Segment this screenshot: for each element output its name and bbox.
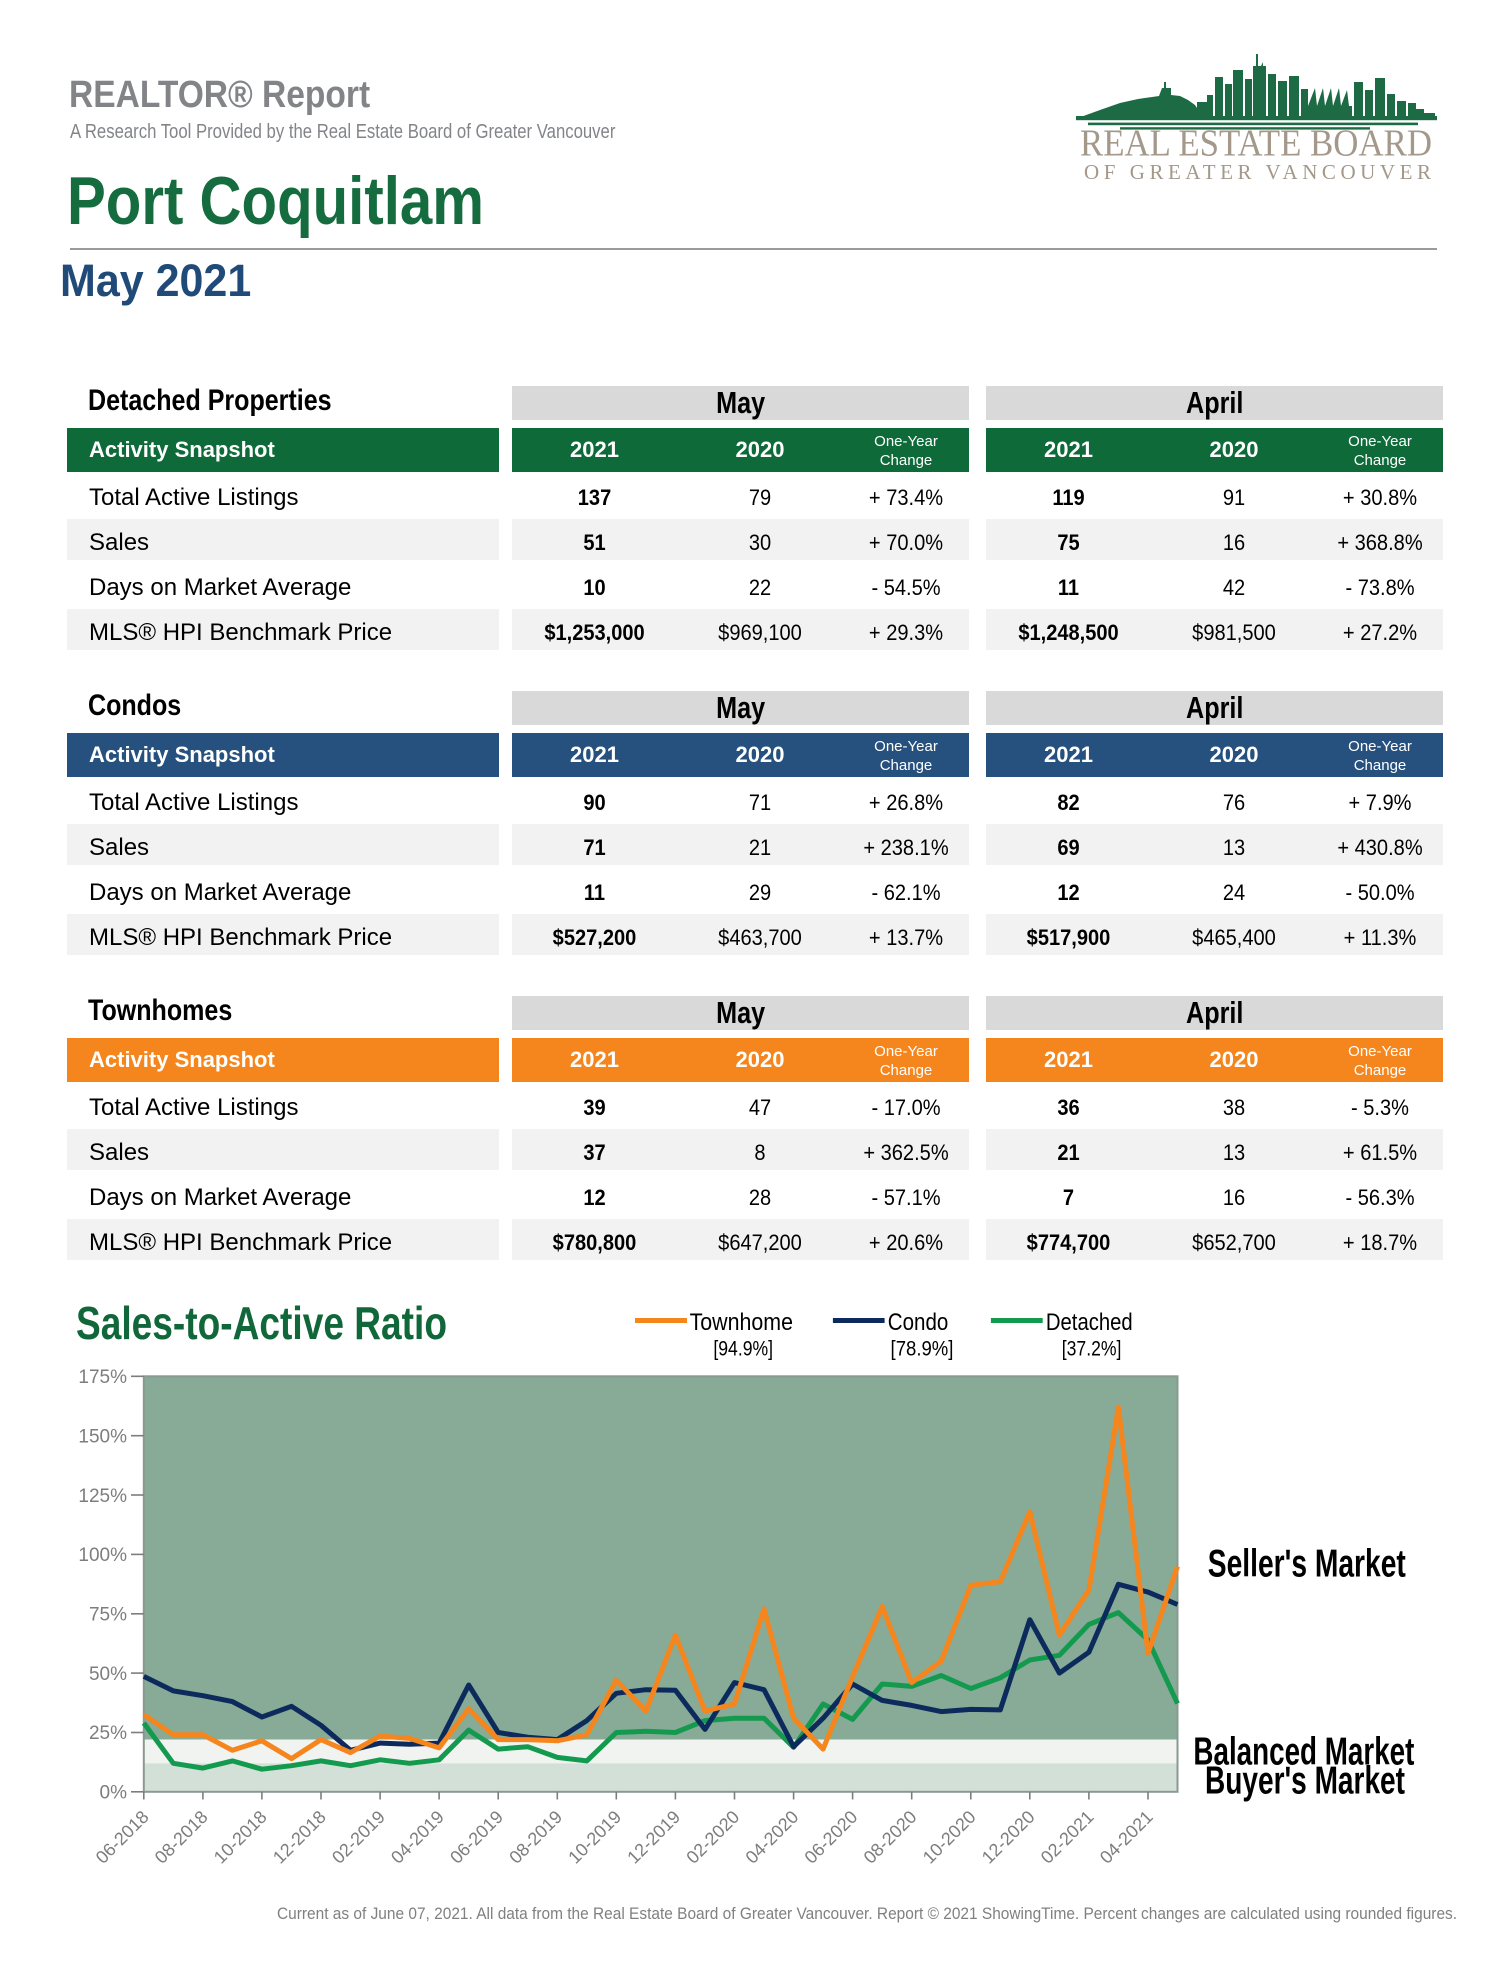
svg-text:02-2019: 02-2019	[328, 1807, 389, 1868]
svg-text:10-2019: 10-2019	[564, 1807, 625, 1868]
svg-text:08-2019: 08-2019	[505, 1807, 566, 1868]
svg-text:04-2021: 04-2021	[1096, 1807, 1157, 1868]
svg-text:OF GREATER VANCOUVER: OF GREATER VANCOUVER	[1084, 160, 1431, 184]
svg-text:Seller's Market: Seller's Market	[1208, 1543, 1406, 1586]
svg-text:08-2018: 08-2018	[151, 1807, 212, 1868]
svg-text:Detached: Detached	[1046, 1309, 1133, 1336]
svg-text:150%: 150%	[78, 1426, 127, 1447]
svg-text:12-2018: 12-2018	[269, 1807, 330, 1868]
svg-text:06-2020: 06-2020	[801, 1807, 862, 1868]
svg-text:06-2018: 06-2018	[92, 1807, 153, 1868]
svg-text:[37.2%]: [37.2%]	[1062, 1338, 1122, 1361]
svg-text:75%: 75%	[89, 1605, 127, 1626]
svg-text:Condo: Condo	[888, 1309, 949, 1336]
svg-text:Balanced Market: Balanced Market	[1193, 1731, 1414, 1774]
svg-text:Buyer's Market: Buyer's Market	[1205, 1760, 1405, 1803]
svg-text:12-2020: 12-2020	[978, 1807, 1039, 1868]
svg-text:10-2020: 10-2020	[919, 1807, 980, 1868]
svg-text:25%: 25%	[89, 1723, 127, 1744]
svg-text:175%: 175%	[78, 1367, 127, 1388]
svg-text:08-2020: 08-2020	[860, 1807, 921, 1868]
svg-text:[78.9%]: [78.9%]	[891, 1338, 954, 1361]
svg-text:125%: 125%	[78, 1486, 127, 1507]
svg-text:04-2020: 04-2020	[742, 1807, 803, 1868]
svg-text:REAL ESTATE BOARD: REAL ESTATE BOARD	[1080, 123, 1432, 165]
svg-text:0%: 0%	[100, 1783, 128, 1804]
svg-text:100%: 100%	[78, 1545, 127, 1566]
svg-text:Sales-to-Active Ratio: Sales-to-Active Ratio	[76, 1297, 447, 1349]
svg-text:[94.9%]: [94.9%]	[713, 1338, 773, 1361]
svg-text:02-2021: 02-2021	[1037, 1807, 1098, 1868]
svg-text:50%: 50%	[89, 1664, 127, 1685]
svg-text:02-2020: 02-2020	[682, 1807, 743, 1868]
svg-text:10-2018: 10-2018	[210, 1807, 271, 1868]
svg-text:04-2019: 04-2019	[387, 1807, 448, 1868]
svg-text:12-2019: 12-2019	[623, 1807, 684, 1868]
svg-text:06-2019: 06-2019	[446, 1807, 507, 1868]
svg-text:Townhome: Townhome	[690, 1309, 793, 1336]
